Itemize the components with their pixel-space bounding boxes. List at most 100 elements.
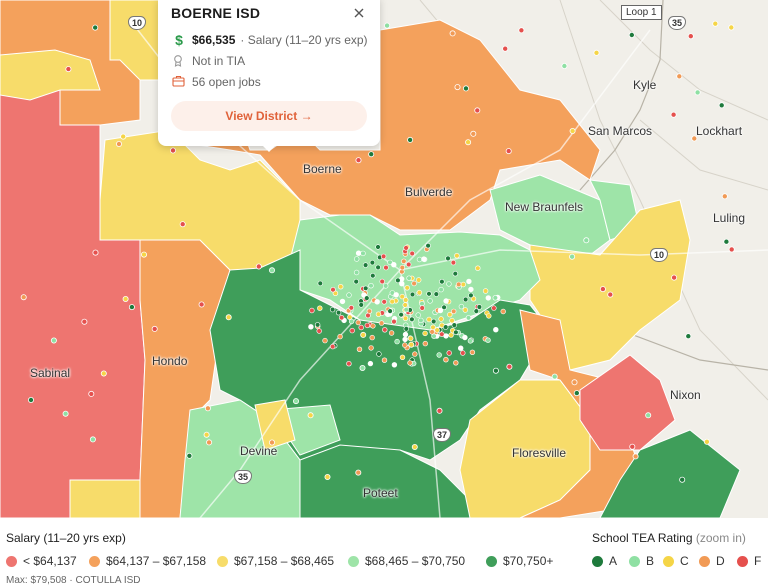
school-marker[interactable] — [438, 316, 444, 322]
school-marker[interactable] — [425, 243, 431, 249]
school-marker[interactable] — [393, 292, 399, 298]
school-marker[interactable] — [354, 256, 360, 262]
school-marker[interactable] — [473, 308, 479, 314]
school-marker[interactable] — [391, 262, 397, 268]
school-marker[interactable] — [65, 66, 72, 73]
school-marker[interactable] — [691, 135, 698, 142]
school-marker[interactable] — [329, 306, 336, 313]
school-marker[interactable] — [415, 312, 421, 318]
school-marker[interactable] — [500, 308, 506, 315]
school-marker[interactable] — [360, 250, 366, 257]
school-marker[interactable] — [128, 304, 135, 311]
school-marker[interactable] — [408, 335, 414, 342]
school-marker[interactable] — [416, 277, 422, 283]
school-marker[interactable] — [460, 350, 466, 356]
school-marker[interactable] — [116, 140, 123, 147]
school-marker[interactable] — [370, 273, 376, 279]
school-marker[interactable] — [443, 324, 449, 330]
school-marker[interactable] — [403, 245, 409, 251]
school-marker[interactable] — [381, 357, 388, 363]
school-marker[interactable] — [27, 396, 34, 403]
school-marker[interactable] — [355, 157, 362, 164]
school-marker[interactable] — [416, 256, 423, 263]
school-marker[interactable] — [335, 310, 342, 316]
school-marker[interactable] — [406, 261, 412, 268]
school-marker[interactable] — [364, 295, 370, 301]
school-marker[interactable] — [391, 362, 398, 368]
school-marker[interactable] — [607, 291, 614, 298]
school-marker[interactable] — [338, 315, 345, 321]
school-marker[interactable] — [409, 250, 415, 257]
school-marker[interactable] — [632, 453, 639, 460]
school-marker[interactable] — [339, 298, 346, 305]
school-marker[interactable] — [347, 314, 353, 320]
school-marker[interactable] — [437, 307, 444, 314]
school-marker[interactable] — [411, 443, 418, 450]
school-marker[interactable] — [712, 20, 719, 27]
school-marker[interactable] — [349, 327, 355, 334]
school-marker[interactable] — [324, 473, 331, 480]
school-marker[interactable] — [368, 345, 374, 351]
school-marker[interactable] — [358, 302, 364, 308]
view-district-button[interactable]: View District → — [171, 101, 367, 131]
school-marker[interactable] — [485, 295, 491, 301]
school-marker[interactable] — [462, 296, 469, 303]
school-marker[interactable] — [402, 331, 409, 338]
school-marker[interactable] — [721, 193, 728, 200]
school-marker[interactable] — [467, 338, 474, 344]
school-marker[interactable] — [362, 262, 369, 268]
school-marker[interactable] — [322, 337, 328, 344]
school-marker[interactable] — [482, 288, 489, 294]
school-marker[interactable] — [402, 315, 409, 321]
school-marker[interactable] — [422, 340, 428, 347]
school-marker[interactable] — [458, 303, 465, 310]
school-marker[interactable] — [179, 221, 186, 228]
school-marker[interactable] — [593, 49, 600, 56]
school-marker[interactable] — [403, 297, 409, 303]
school-marker[interactable] — [571, 379, 578, 386]
school-marker[interactable] — [307, 412, 314, 419]
close-icon[interactable] — [353, 7, 365, 19]
school-marker[interactable] — [476, 304, 483, 310]
school-marker[interactable] — [599, 286, 606, 293]
school-marker[interactable] — [451, 308, 457, 315]
school-marker[interactable] — [409, 316, 415, 322]
school-marker[interactable] — [391, 318, 397, 325]
school-marker[interactable] — [314, 322, 321, 328]
school-marker[interactable] — [375, 244, 381, 250]
school-marker[interactable] — [406, 275, 412, 281]
school-marker[interactable] — [292, 398, 299, 405]
school-marker[interactable] — [369, 334, 375, 341]
school-marker[interactable] — [225, 314, 232, 321]
district-map[interactable]: Boerne Bulverde New Braunfels San Marcos… — [0, 0, 768, 518]
school-marker[interactable] — [671, 274, 678, 281]
school-marker[interactable] — [408, 341, 415, 348]
school-marker[interactable] — [431, 318, 437, 325]
school-marker[interactable] — [378, 320, 385, 326]
school-marker[interactable] — [429, 329, 435, 335]
school-marker[interactable] — [398, 312, 404, 318]
school-marker[interactable] — [387, 308, 393, 314]
school-marker[interactable] — [449, 317, 455, 324]
school-marker[interactable] — [384, 22, 391, 29]
school-marker[interactable] — [407, 136, 414, 143]
school-marker[interactable] — [446, 281, 452, 287]
school-marker[interactable] — [169, 147, 176, 154]
school-marker[interactable] — [402, 336, 408, 343]
school-marker[interactable] — [436, 407, 443, 414]
school-marker[interactable] — [383, 264, 389, 271]
school-marker[interactable] — [493, 327, 499, 333]
school-marker[interactable] — [468, 286, 474, 293]
school-marker[interactable] — [92, 249, 99, 256]
school-marker[interactable] — [468, 292, 474, 299]
school-marker[interactable] — [407, 360, 413, 366]
school-marker[interactable] — [353, 278, 359, 285]
school-marker[interactable] — [629, 443, 636, 450]
school-marker[interactable] — [317, 280, 323, 287]
school-marker[interactable] — [363, 285, 369, 291]
school-marker[interactable] — [518, 27, 525, 34]
school-marker[interactable] — [573, 390, 580, 397]
school-marker[interactable] — [330, 287, 336, 293]
school-marker[interactable] — [569, 127, 576, 134]
school-marker[interactable] — [204, 405, 211, 412]
